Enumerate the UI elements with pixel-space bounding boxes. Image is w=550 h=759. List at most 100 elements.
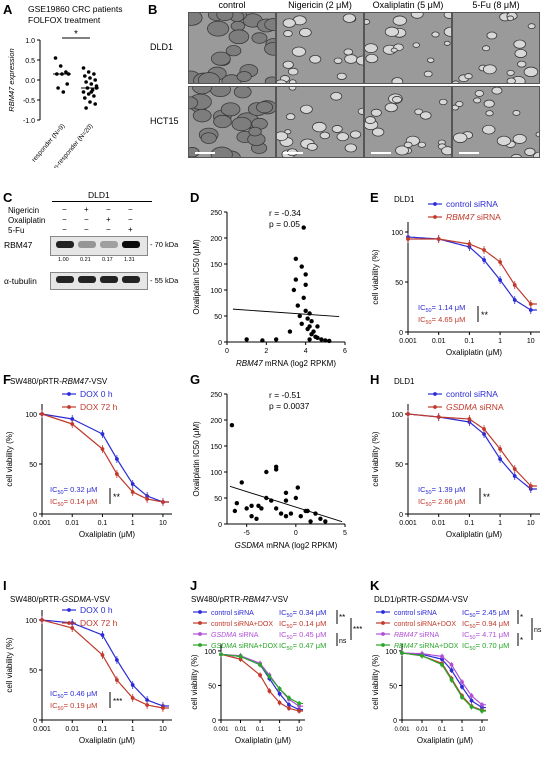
F-point xyxy=(114,457,119,461)
b-cell xyxy=(438,98,448,106)
D-regression-line xyxy=(232,308,340,318)
E-point xyxy=(512,283,517,287)
J-series-line xyxy=(220,653,304,712)
b-bg xyxy=(365,13,451,83)
panel-k-chart: DLD1/pRTR-GSDMA-VSV 0 50 100 0.001 0.01 0.1 1 10… xyxy=(371,595,542,745)
K-xtick-label: 0.001 xyxy=(394,727,410,733)
c-band xyxy=(122,276,140,283)
G-ytick-label: 100 xyxy=(210,470,222,477)
G-xlabel: GSDMA mRNA (log2 RPKM) xyxy=(235,541,338,550)
D-point xyxy=(303,282,308,287)
D-point xyxy=(293,256,299,261)
H-point xyxy=(498,457,502,461)
c-band xyxy=(78,241,96,248)
G-ytick-label: 200 xyxy=(210,418,222,425)
K-point xyxy=(480,709,484,713)
a-point xyxy=(88,100,92,104)
E-ytick-label: 50 xyxy=(395,280,403,287)
D-xlabel: RBM47 mRNA (log2 RPKM) xyxy=(236,359,336,368)
G-point xyxy=(308,519,313,524)
J-point xyxy=(267,689,272,693)
D-point xyxy=(301,225,306,230)
c-sign: + xyxy=(128,225,133,234)
G-r: r = -0.51 xyxy=(269,390,301,400)
panel-g-chart: 0 50 100 150 200 250 -5 0 5 r = -0.51p = 0.0037 Ox… xyxy=(192,390,347,550)
b-cell xyxy=(309,54,322,64)
b-cell xyxy=(485,110,494,117)
b-cell xyxy=(420,111,432,120)
H-point xyxy=(436,415,441,419)
c-quant: 1.00 xyxy=(58,257,69,263)
K-ytick-label: 0 xyxy=(393,718,397,725)
I-ic50: IC50= 0.19 μM xyxy=(50,701,97,712)
D-ylabel: Oxaliplatin IC50 (μM) xyxy=(192,239,201,315)
b-cell xyxy=(512,110,521,116)
G-xtick-label: 0 xyxy=(294,530,298,537)
b-cell xyxy=(336,132,349,142)
b-cell xyxy=(482,64,497,75)
E-legend-label: control siRNA xyxy=(446,199,498,209)
H-ytick-label: 0 xyxy=(399,512,403,519)
E-point xyxy=(406,237,410,241)
c-sign: − xyxy=(106,225,111,234)
J-xtick-label: 1 xyxy=(278,727,282,733)
I-point xyxy=(145,703,150,707)
b-cell xyxy=(189,13,203,26)
K-point xyxy=(440,662,444,667)
b-cell xyxy=(523,66,539,78)
K-point xyxy=(460,695,464,700)
b-cell xyxy=(443,40,451,46)
E-xtick-label: 10 xyxy=(527,338,535,345)
panel-label-c: C xyxy=(3,190,13,205)
G-point xyxy=(323,519,328,524)
D-point xyxy=(303,272,308,277)
J-ic50: IC50= 0.14 μM xyxy=(279,619,326,630)
E-xtick-label: 0.1 xyxy=(465,338,475,345)
panel-a-title-line2: FOLFOX treatment xyxy=(28,15,101,25)
b-cell xyxy=(282,60,294,69)
J-legend-label: control siRNA xyxy=(211,610,254,617)
G-point xyxy=(283,498,289,503)
I-point xyxy=(130,696,135,700)
b-cell xyxy=(216,13,234,21)
G-xtick-label: 5 xyxy=(343,530,347,537)
b-cell xyxy=(264,18,275,31)
E-ylabel: cell viability (%) xyxy=(371,249,380,304)
panel-a-title: GSE19860 CRC patients FOLFOX treatment xyxy=(28,4,123,26)
D-p: p = 0.05 xyxy=(269,219,300,229)
b-cell xyxy=(486,31,498,40)
b-cell xyxy=(482,45,491,52)
b-cell xyxy=(277,131,289,141)
b-cell xyxy=(236,71,252,82)
panel-i-chart: SW480/pRTR-GSDMA-VSV 0 50 100 0.001 0.01 0.1 1 1… xyxy=(5,595,172,745)
E-ic50: IC50= 4.65 μM xyxy=(418,315,465,326)
I-ytick-label: 50 xyxy=(29,668,37,675)
H-point xyxy=(512,474,517,478)
J-ic50: IC50= 0.34 μM xyxy=(279,608,326,619)
b-col-label: control xyxy=(218,0,246,10)
b-cell xyxy=(464,73,473,80)
b-cell xyxy=(336,72,347,80)
K-sig: * xyxy=(520,613,523,622)
D-point xyxy=(307,337,312,342)
G-point xyxy=(249,514,254,519)
b-cell xyxy=(441,146,451,156)
D-point xyxy=(291,287,297,293)
I-ic50: IC50= 0.46 μM xyxy=(50,689,97,700)
H-point xyxy=(528,484,533,488)
c-sign: − xyxy=(62,205,67,214)
a-point xyxy=(58,64,63,68)
D-xtick-label: 6 xyxy=(343,348,347,355)
a-ytick-label: -1.0 xyxy=(23,118,35,125)
a-point xyxy=(56,86,60,90)
J-point xyxy=(277,687,282,691)
b-cell xyxy=(251,32,268,44)
c-sign: − xyxy=(62,215,67,224)
I-legend-marker xyxy=(67,621,71,625)
a-point xyxy=(93,78,97,82)
F-xtick-label: 0.1 xyxy=(98,520,108,527)
H-xtick-label: 0.01 xyxy=(432,520,446,527)
K-point xyxy=(469,698,474,703)
b-col-label: 5-Fu (8 μM) xyxy=(472,0,520,10)
